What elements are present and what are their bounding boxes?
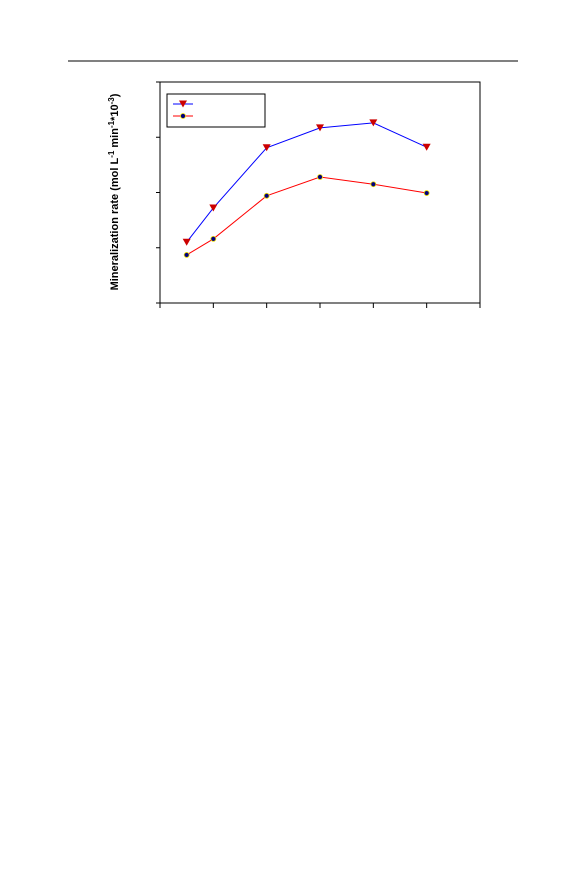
marker bbox=[423, 190, 430, 196]
y-label-sup: -1 bbox=[107, 120, 116, 128]
y-label-part: min bbox=[109, 128, 121, 151]
legend-box bbox=[166, 93, 266, 128]
series-line bbox=[186, 122, 427, 243]
marker bbox=[179, 100, 187, 108]
marker bbox=[317, 174, 323, 180]
marker bbox=[263, 192, 270, 199]
series-line bbox=[186, 176, 427, 256]
marker bbox=[180, 113, 186, 119]
marker bbox=[182, 238, 191, 246]
y-label-part: ) bbox=[109, 93, 121, 97]
y-label-sup: -3 bbox=[107, 97, 116, 105]
y-label-part: *10 bbox=[109, 104, 121, 121]
marker bbox=[183, 252, 190, 258]
y-label-part: Mineralization rate (mol L bbox=[109, 158, 121, 291]
marker bbox=[262, 144, 271, 152]
marker bbox=[369, 119, 378, 127]
y-label-sup: -1 bbox=[107, 150, 116, 158]
marker bbox=[422, 143, 431, 151]
y-axis-label: Mineralization rate (mol L-1 min-1*10-3) bbox=[107, 93, 121, 290]
marker bbox=[370, 181, 377, 188]
marker bbox=[316, 124, 324, 132]
marker bbox=[210, 236, 217, 242]
marker bbox=[209, 204, 218, 212]
